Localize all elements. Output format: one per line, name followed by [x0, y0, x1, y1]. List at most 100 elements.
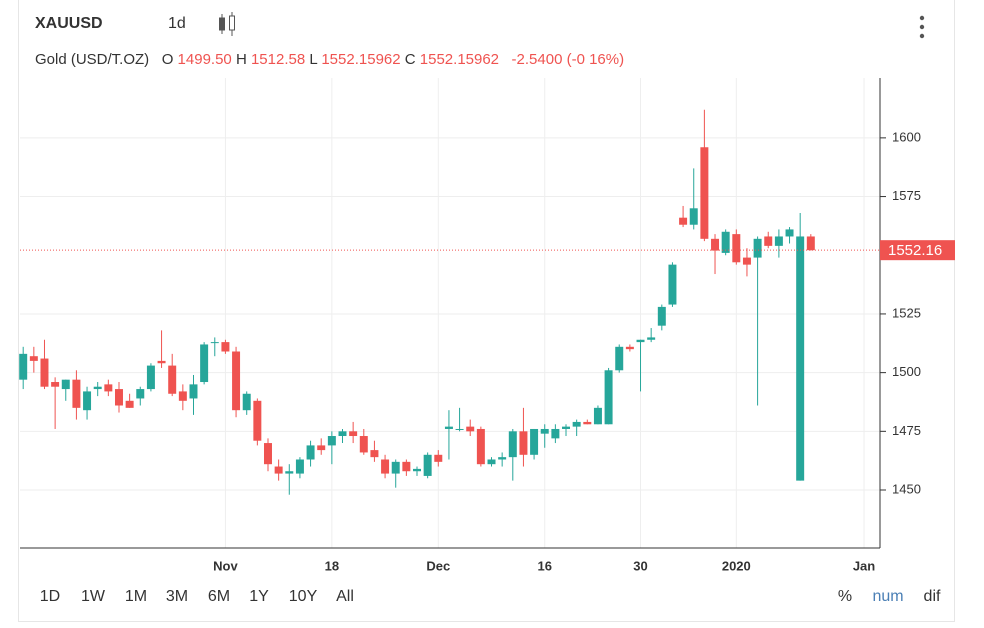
- last-price-label: 1552.16: [888, 242, 942, 259]
- symbol[interactable]: XAUUSD: [35, 15, 103, 32]
- candle-body: [210, 342, 219, 344]
- candle-body: [764, 236, 773, 246]
- y-tick-label: 1525: [892, 305, 921, 320]
- y-tick-label: 1575: [892, 188, 921, 203]
- x-tick-label: Dec: [426, 558, 450, 573]
- candle-body: [327, 436, 336, 446]
- candle-body: [742, 257, 751, 265]
- candle-body: [444, 426, 453, 429]
- range-button[interactable]: 1M: [124, 588, 148, 605]
- chart-card: [18, 0, 955, 622]
- candle-body: [668, 264, 677, 305]
- candle-body: [200, 344, 209, 383]
- candle-body: [498, 457, 507, 460]
- candle-body: [519, 431, 528, 455]
- candle-body: [306, 445, 315, 460]
- candle-body: [370, 450, 379, 458]
- close-value: 1552.15962: [419, 51, 500, 68]
- candle-body: [146, 365, 155, 390]
- candle-body: [413, 468, 421, 472]
- last-price-tag: [880, 240, 955, 261]
- mode-button[interactable]: num: [872, 588, 904, 605]
- y-tick-label: 1475: [892, 423, 921, 438]
- candle-body: [572, 421, 581, 427]
- candle-body: [530, 428, 539, 455]
- candle-body: [114, 389, 123, 406]
- open-label: O: [161, 51, 174, 68]
- candle-body: [253, 400, 262, 441]
- y-tick-label: 1450: [892, 481, 921, 496]
- candle-body: [455, 428, 464, 430]
- candle-body: [189, 384, 198, 399]
- candle-body: [359, 436, 368, 453]
- range-button[interactable]: 3M: [165, 588, 189, 605]
- candle-body: [689, 208, 698, 225]
- candle-body: [636, 339, 645, 343]
- x-tick-label: 18: [325, 558, 339, 573]
- menu-dots[interactable]: [919, 15, 925, 39]
- instrument-name: Gold (USD/T.OZ): [35, 51, 150, 68]
- candle-body: [434, 454, 443, 462]
- x-tick-label: 2020: [722, 558, 751, 573]
- x-tick-label: 30: [633, 558, 647, 573]
- ohlc-legend: Gold (USD/T.OZ) O 1499.50 H 1512.58 L 15…: [35, 51, 624, 68]
- candle-body: [657, 306, 666, 326]
- interval[interactable]: 1d: [168, 15, 186, 32]
- high-value: 1512.58: [250, 51, 306, 68]
- candle-body: [168, 365, 177, 394]
- candle-body: [61, 379, 70, 390]
- candle-body: [285, 471, 294, 474]
- candle-body: [83, 391, 92, 411]
- range-button[interactable]: 1Y: [249, 588, 269, 605]
- candle-body: [796, 236, 805, 481]
- range-button[interactable]: 10Y: [288, 588, 318, 605]
- range-button[interactable]: 1W: [81, 588, 105, 605]
- candle-body: [391, 461, 400, 474]
- candle-icon[interactable]: [219, 12, 235, 36]
- candle-body: [51, 382, 60, 387]
- candle-body: [40, 358, 49, 387]
- mode-button[interactable]: %: [837, 588, 853, 605]
- candle-body: [753, 238, 762, 258]
- candle-body: [700, 147, 709, 239]
- candle-body: [221, 342, 230, 352]
- candle-body: [625, 346, 634, 350]
- range-button[interactable]: 1D: [39, 588, 61, 605]
- candle-body: [487, 459, 496, 465]
- range-button[interactable]: All: [336, 588, 354, 605]
- candle-body: [466, 426, 475, 432]
- candle-body: [264, 443, 272, 465]
- candle-body: [178, 391, 187, 401]
- range-button[interactable]: 6M: [207, 588, 231, 605]
- candle-body: [72, 379, 81, 408]
- candle-body: [338, 431, 347, 437]
- candle-body: [551, 428, 560, 439]
- candle-body: [423, 454, 432, 476]
- x-tick-label: Jan: [853, 558, 875, 573]
- candle-body: [402, 461, 411, 472]
- candle-body: [711, 238, 720, 251]
- candle-body: [774, 236, 783, 246]
- mode-button[interactable]: dif: [923, 588, 941, 605]
- close-label: C: [404, 51, 416, 68]
- candle-body: [508, 431, 517, 458]
- candle-body: [19, 353, 28, 380]
- candle-body: [381, 459, 390, 474]
- candle-body: [679, 217, 688, 225]
- candle-body: [806, 236, 815, 251]
- candle-body: [232, 351, 241, 411]
- candle-body: [647, 337, 656, 340]
- x-tick-label: Nov: [213, 558, 238, 573]
- x-tick-label: 16: [537, 558, 551, 573]
- candle-body: [29, 356, 38, 361]
- candle-body: [476, 428, 485, 465]
- y-tick-label: 1600: [892, 129, 921, 144]
- y-tick-label: 1500: [892, 364, 921, 379]
- candle-body: [615, 346, 624, 371]
- candle-body: [136, 389, 145, 399]
- candle-body: [274, 466, 283, 474]
- candle-body: [540, 428, 549, 434]
- candle-body: [583, 421, 592, 425]
